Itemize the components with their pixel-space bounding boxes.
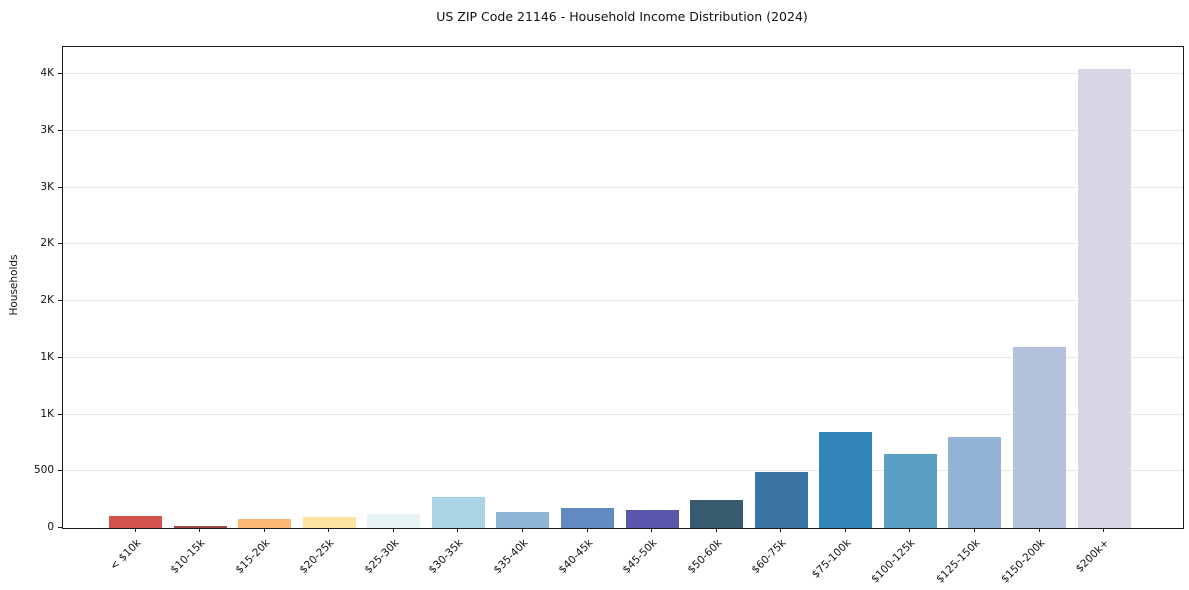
x-tick-mark xyxy=(1038,528,1040,532)
y-tick-mark xyxy=(58,129,62,131)
bar xyxy=(1077,69,1131,528)
y-tick-label: 2K xyxy=(40,237,54,250)
chart-title: US ZIP Code 21146 - Household Income Dis… xyxy=(436,9,808,24)
x-tick-mark xyxy=(715,528,717,532)
gridline xyxy=(63,300,1183,301)
x-tick-mark xyxy=(909,528,911,532)
bar xyxy=(496,512,550,528)
y-tick-label: 1K xyxy=(40,350,54,363)
bar xyxy=(561,507,614,528)
y-axis-label: Households xyxy=(8,254,20,316)
x-tick-mark xyxy=(844,528,846,532)
x-tick-mark xyxy=(586,528,588,532)
y-tick-mark xyxy=(58,300,62,301)
plot-area xyxy=(62,46,1184,529)
y-tick-label: 2K xyxy=(40,294,54,306)
x-tick-mark xyxy=(521,528,523,532)
bar xyxy=(754,471,808,528)
y-tick-label: 500 xyxy=(33,464,54,477)
bar xyxy=(948,437,1002,528)
gridline xyxy=(63,243,1183,245)
gridline xyxy=(63,73,1183,74)
gridline xyxy=(63,470,1183,472)
x-tick-mark xyxy=(134,528,136,532)
bar xyxy=(1013,347,1066,528)
bar xyxy=(109,516,162,528)
x-tick-mark xyxy=(457,528,459,532)
gridline xyxy=(63,129,1183,131)
y-tick-label: 1K xyxy=(40,407,54,420)
x-tick-mark xyxy=(392,528,394,532)
y-tick-mark xyxy=(58,470,62,472)
y-tick-mark xyxy=(58,243,62,245)
x-tick-mark xyxy=(1103,528,1104,532)
y-tick-mark xyxy=(58,73,62,74)
gridline xyxy=(63,356,1183,358)
y-tick-mark xyxy=(58,356,62,358)
bar xyxy=(883,454,937,528)
y-tick-mark xyxy=(58,527,62,528)
gridline xyxy=(63,186,1183,188)
bar xyxy=(690,499,744,528)
y-tick-label: 3K xyxy=(40,123,54,136)
x-tick-label: < $10k xyxy=(107,537,143,573)
y-tick-mark xyxy=(58,186,62,188)
bar xyxy=(302,516,356,528)
x-tick-mark xyxy=(263,528,265,532)
bar xyxy=(367,514,421,528)
y-tick-label: 4K xyxy=(40,67,54,79)
bar xyxy=(625,510,679,528)
y-tick-mark xyxy=(58,413,62,415)
y-tick-label: 0 xyxy=(47,521,54,533)
x-tick-mark xyxy=(199,528,201,532)
y-tick-label: 3K xyxy=(40,180,54,193)
bar xyxy=(173,526,227,528)
bar xyxy=(819,432,873,528)
x-tick-mark xyxy=(973,528,975,532)
x-tick-mark xyxy=(780,528,782,532)
x-tick-mark xyxy=(328,528,330,532)
x-tick-mark xyxy=(651,528,653,532)
bar xyxy=(431,497,485,528)
bar xyxy=(238,518,292,528)
gridline xyxy=(63,413,1183,415)
